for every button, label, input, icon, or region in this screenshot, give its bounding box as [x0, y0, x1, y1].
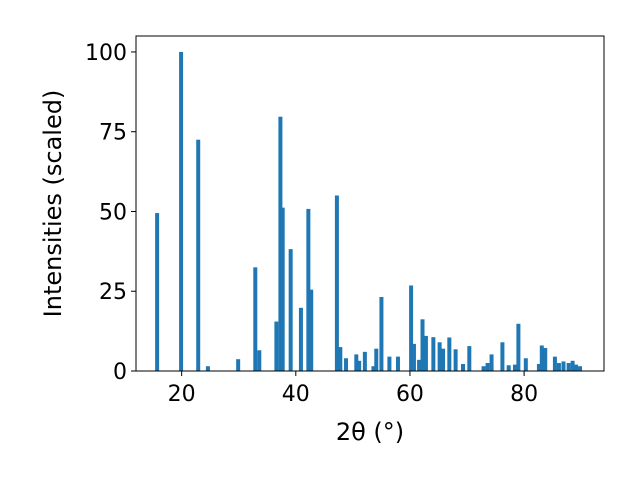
bar	[362, 351, 367, 371]
bar	[274, 321, 279, 371]
bar	[357, 360, 362, 371]
bar	[306, 208, 311, 371]
bar	[539, 345, 544, 371]
bar	[543, 348, 548, 371]
bar	[523, 358, 528, 371]
bar	[423, 335, 428, 371]
bar	[257, 350, 262, 371]
bar	[280, 207, 285, 371]
bar	[461, 363, 466, 371]
bar	[441, 348, 446, 371]
bar	[411, 343, 416, 371]
bar	[574, 364, 579, 371]
x-tick-label: 40	[282, 382, 310, 407]
x-tick-label: 60	[396, 382, 424, 407]
bar	[431, 337, 436, 371]
bar	[489, 354, 494, 371]
bar	[395, 356, 400, 371]
bar	[578, 366, 583, 371]
bar	[570, 360, 575, 371]
bar	[512, 364, 517, 371]
bar	[179, 51, 184, 371]
bar	[485, 363, 490, 371]
x-axis-label: 2θ (°)	[336, 418, 404, 446]
bar	[196, 139, 201, 371]
bar	[371, 366, 376, 371]
bar	[420, 319, 425, 371]
bar	[467, 346, 472, 371]
plot-frame	[135, 35, 605, 372]
bar	[288, 249, 293, 371]
bar	[566, 363, 571, 371]
bar	[556, 363, 561, 371]
bars-group	[155, 51, 583, 371]
x-tick-label: 20	[168, 382, 196, 407]
bar	[354, 354, 359, 371]
bar	[447, 337, 452, 371]
y-tick-label: 25	[99, 280, 127, 305]
bar	[481, 366, 486, 371]
bar	[338, 347, 343, 371]
bar	[334, 195, 339, 371]
bar	[205, 366, 210, 371]
bar	[309, 289, 314, 371]
y-axis-label: Intensities (scaled)	[39, 90, 67, 318]
bar	[278, 116, 283, 371]
y-tick-label: 75	[99, 121, 127, 146]
bar	[506, 365, 511, 371]
y-tick-label: 50	[99, 200, 127, 225]
bar	[417, 359, 422, 371]
bar	[552, 356, 557, 371]
x-axis: 20 40 60 80	[168, 371, 538, 407]
bar	[536, 363, 541, 371]
bar	[500, 342, 505, 371]
bar	[409, 285, 414, 371]
bar	[561, 361, 566, 371]
y-axis: 0 25 50 75 100	[85, 41, 136, 385]
x-tick-label: 80	[510, 382, 538, 407]
bar	[516, 323, 521, 371]
bar	[374, 348, 379, 371]
bar	[437, 342, 442, 371]
bar	[253, 267, 258, 371]
bar	[387, 356, 392, 371]
bar	[236, 359, 241, 371]
bar	[453, 349, 458, 371]
bar	[379, 296, 384, 371]
bar	[344, 358, 349, 371]
y-tick-label: 0	[113, 360, 127, 385]
bar	[298, 307, 303, 371]
y-tick-label: 100	[85, 41, 127, 66]
bar	[155, 213, 160, 371]
